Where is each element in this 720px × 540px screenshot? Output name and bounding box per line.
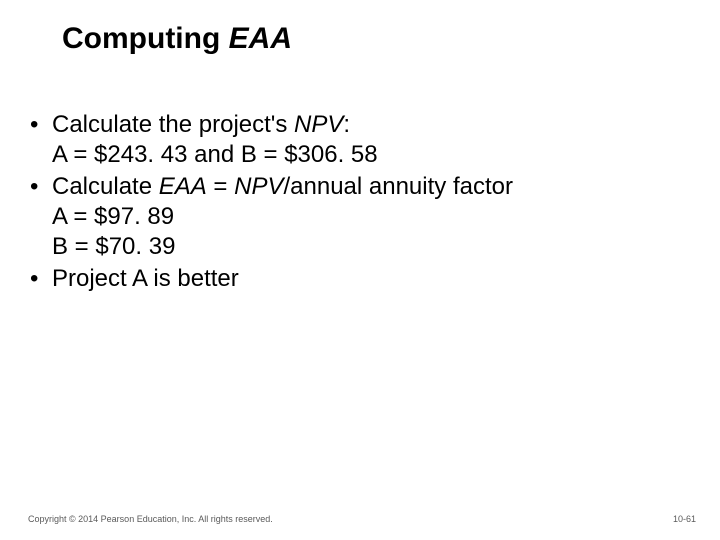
text-segment: :	[343, 111, 350, 138]
title-prefix: Computing	[62, 22, 229, 55]
bullet-text: Project A is better	[52, 264, 692, 294]
page-number: 10-61	[673, 514, 696, 524]
slide-body: •Calculate the project's NPV:A = $243. 4…	[28, 110, 692, 296]
text-segment: Calculate	[52, 173, 159, 200]
bullet-line: B = $70. 39	[52, 232, 692, 262]
text-segment: A = $97. 89	[52, 203, 174, 230]
copyright-text: Copyright © 2014 Pearson Education, Inc.…	[28, 514, 273, 524]
title-emphasis: EAA	[229, 22, 292, 55]
slide: Computing EAA •Calculate the project's N…	[0, 0, 720, 540]
slide-title: Computing EAA	[62, 22, 292, 56]
bullet-item: •Project A is better	[28, 264, 692, 294]
text-segment: =	[207, 173, 234, 200]
bullet-dot: •	[28, 110, 52, 140]
bullet-item: •Calculate the project's NPV:A = $243. 4…	[28, 110, 692, 170]
slide-footer: Copyright © 2014 Pearson Education, Inc.…	[0, 514, 720, 524]
bullet-line: Calculate the project's NPV:	[52, 110, 692, 140]
bullet-line: Project A is better	[52, 264, 692, 294]
text-segment: NPV	[234, 173, 283, 200]
bullet-dot: •	[28, 172, 52, 202]
text-segment: Calculate the project's	[52, 111, 294, 138]
text-segment: Project A is better	[52, 265, 239, 292]
bullet-text: Calculate EAA = NPV/annual annuity facto…	[52, 172, 692, 262]
text-segment: A = $243. 43 and B = $306. 58	[52, 141, 378, 168]
text-segment: EAA	[159, 173, 207, 200]
bullet-line: A = $97. 89	[52, 202, 692, 232]
bullet-line: Calculate EAA = NPV/annual annuity facto…	[52, 172, 692, 202]
bullet-text: Calculate the project's NPV:A = $243. 43…	[52, 110, 692, 170]
text-segment: NPV	[294, 111, 343, 138]
text-segment: /annual annuity factor	[283, 173, 513, 200]
bullet-line: A = $243. 43 and B = $306. 58	[52, 140, 692, 170]
bullet-dot: •	[28, 264, 52, 294]
bullet-item: •Calculate EAA = NPV/annual annuity fact…	[28, 172, 692, 262]
text-segment: B = $70. 39	[52, 233, 175, 260]
